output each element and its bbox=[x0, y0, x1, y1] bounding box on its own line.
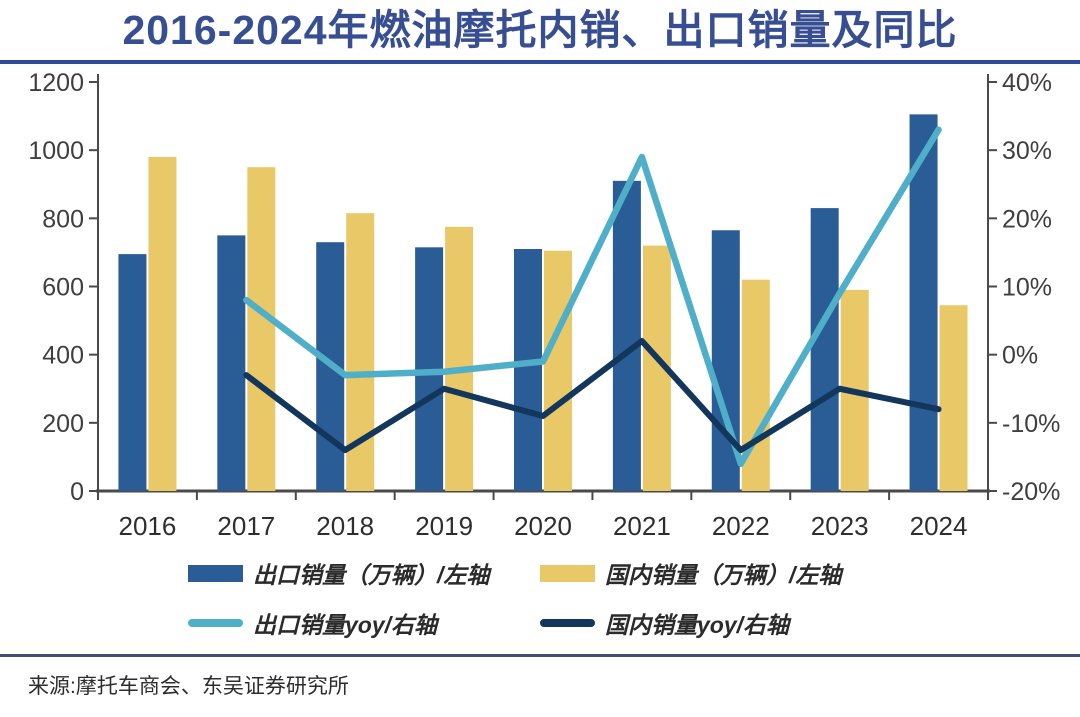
export-bar-2020 bbox=[514, 249, 542, 492]
y-axis-left-tick-label: 0 bbox=[70, 478, 84, 506]
y-axis-left-tick-label: 1200 bbox=[28, 69, 84, 97]
domestic-yoy-line bbox=[243, 338, 942, 454]
legend: 出口销量（万辆）/左轴 国内销量（万辆）/左轴 出口销量yoy/右轴 国内销量y… bbox=[0, 556, 1080, 640]
x-axis-year-label: 2019 bbox=[415, 511, 473, 541]
export-yoy-line-swatch bbox=[188, 619, 243, 628]
x-axis-year-label: 2020 bbox=[514, 511, 572, 541]
legend-label-export-yoy: 出口销量yoy/右轴 bbox=[253, 612, 438, 639]
x-axis-year-label: 2021 bbox=[613, 511, 671, 541]
y-axis-left-tick-label: 600 bbox=[42, 274, 84, 302]
bottom-rule bbox=[0, 654, 1080, 658]
x-axis-year-label: 2017 bbox=[217, 511, 275, 541]
domestic-bar-2024 bbox=[939, 305, 968, 492]
domestic-yoy-line-swatch bbox=[540, 619, 595, 628]
x-axis-year-label: 2016 bbox=[119, 511, 177, 541]
x-axis-year-label: 2022 bbox=[712, 511, 770, 541]
export-bar-2016 bbox=[118, 254, 147, 492]
export-bar-2024 bbox=[909, 114, 938, 492]
domestic-bar-2016 bbox=[148, 157, 177, 492]
chart-card: 2016-2024年燃油摩托内销、出口销量及同比 0 200 400 600 800 10… bbox=[0, 4, 1080, 717]
export-bar-2023 bbox=[810, 208, 839, 492]
combo-chart: 0 200 400 600 800 1000 1200 -20% -10% 0% 10% 20% 30%… bbox=[28, 69, 1060, 541]
legend-item-domestic-bar: 国内销量（万辆）/左轴 bbox=[540, 556, 892, 590]
y-axis-right-tick-label: 20% bbox=[1002, 206, 1052, 234]
y-axis-left-tick-label: 200 bbox=[42, 410, 84, 438]
y-axis-right-tick-label: -20% bbox=[1002, 478, 1060, 506]
y-axis-right-tick-label: -10% bbox=[1002, 410, 1060, 438]
domestic-bar-2019 bbox=[445, 227, 474, 492]
export-bar-swatch bbox=[188, 564, 243, 582]
export-bar-2017 bbox=[217, 235, 246, 492]
export-bar-2021 bbox=[612, 181, 641, 492]
x-axis-year-label: 2018 bbox=[316, 511, 374, 541]
legend-item-export-yoy: 出口销量yoy/右轴 bbox=[188, 606, 540, 640]
chart-title: 2016-2024年燃油摩托内销、出口销量及同比 bbox=[122, 7, 958, 53]
y-axis-right-tick-label: 10% bbox=[1002, 274, 1052, 302]
y-axis-right-tick-label: 30% bbox=[1002, 137, 1052, 165]
y-axis-right-tick-label: 0% bbox=[1002, 342, 1038, 370]
domestic-bar-2020 bbox=[544, 251, 572, 492]
legend-label-domestic-bar: 国内销量（万辆）/左轴 bbox=[605, 562, 842, 589]
legend-item-export-bar: 出口销量（万辆）/左轴 bbox=[188, 556, 540, 590]
x-axis-year-label: 2023 bbox=[811, 511, 869, 541]
x-axis-year-label: 2024 bbox=[910, 511, 968, 541]
y-axis-left-tick-label: 1000 bbox=[28, 137, 84, 165]
legend-label-export-bar: 出口销量（万辆）/左轴 bbox=[253, 562, 490, 589]
y-axis-left-tick-label: 400 bbox=[42, 342, 84, 370]
legend-label-domestic-yoy: 国内销量yoy/右轴 bbox=[605, 612, 790, 639]
export-yoy-line bbox=[243, 126, 942, 468]
source-text: 来源:摩托车商会、东吴证券研究所 bbox=[28, 675, 349, 699]
title-rule bbox=[0, 60, 1080, 65]
y-axis-right-tick-label: 40% bbox=[1002, 69, 1052, 97]
legend-item-domestic-yoy: 国内销量yoy/右轴 bbox=[540, 606, 892, 640]
domestic-bar-swatch bbox=[540, 564, 595, 582]
domestic-bar-2017 bbox=[247, 167, 276, 492]
y-axis-left-tick-label: 800 bbox=[42, 206, 84, 234]
